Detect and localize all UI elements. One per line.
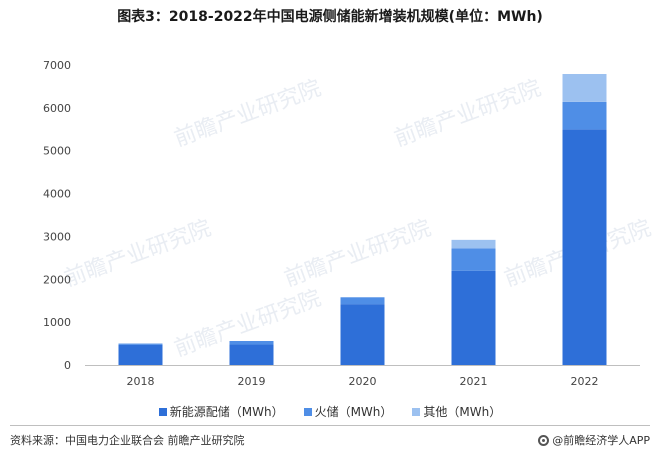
legend-swatch bbox=[412, 407, 421, 416]
bar-segment bbox=[451, 270, 496, 365]
bar-segment bbox=[118, 344, 163, 365]
legend-item-new-energy: 新能源配储（MWh） bbox=[158, 403, 284, 420]
legend-label: 其他（MWh） bbox=[423, 405, 502, 419]
bar-segment bbox=[451, 239, 496, 249]
source-note: 资料来源：中国电力企业联合会 前瞻产业研究院 bbox=[10, 434, 245, 447]
bar-segment bbox=[562, 74, 607, 102]
legend-item-other: 其他（MWh） bbox=[412, 403, 501, 420]
bar-segment bbox=[562, 101, 607, 130]
y-tick-label: 6000 bbox=[43, 102, 71, 115]
y-tick-label: 7000 bbox=[43, 59, 71, 72]
bar-segment bbox=[118, 343, 163, 345]
legend-item-thermal: 火储（MWh） bbox=[303, 403, 393, 420]
x-tick-label: 2021 bbox=[460, 375, 488, 388]
y-tick-label: 3000 bbox=[43, 230, 71, 243]
y-tick-label: 4000 bbox=[43, 188, 71, 201]
bar-segment bbox=[340, 304, 385, 365]
x-tick-label: 2018 bbox=[127, 375, 155, 388]
watermark-text: 前瞻产业研究院 bbox=[61, 216, 214, 292]
bar-segment bbox=[451, 248, 496, 271]
y-tick-label: 5000 bbox=[43, 145, 71, 158]
bar-segment bbox=[229, 341, 274, 345]
watermark-text: 前瞻产业研究院 bbox=[391, 76, 544, 152]
y-tick-label: 2000 bbox=[43, 273, 71, 286]
bar-segment bbox=[340, 297, 385, 305]
legend-label: 新能源配储（MWh） bbox=[169, 405, 284, 419]
brand-text: @前瞻经济学人APP bbox=[552, 434, 650, 447]
chart-title: 图表3：2018-2022年中国电源侧储能新增装机规模(单位：MWh) bbox=[117, 9, 543, 25]
x-tick-label: 2020 bbox=[349, 375, 377, 388]
watermark-text: 前瞻产业研究院 bbox=[171, 76, 324, 152]
brand-logo-icon bbox=[538, 434, 550, 446]
bar-segment bbox=[229, 344, 274, 365]
y-tick-label: 0 bbox=[64, 359, 71, 372]
watermark-text: 前瞻产业研究院 bbox=[281, 216, 434, 292]
footer-divider bbox=[10, 425, 650, 426]
brand-note: @前瞻经济学人APP bbox=[538, 432, 650, 448]
legend: 新能源配储（MWh） 火储（MWh） 其他（MWh） bbox=[0, 403, 660, 420]
y-tick-label: 1000 bbox=[43, 316, 71, 329]
x-tick-label: 2019 bbox=[238, 375, 266, 388]
legend-swatch bbox=[303, 407, 312, 416]
legend-swatch bbox=[158, 407, 167, 416]
legend-label: 火储（MWh） bbox=[314, 405, 393, 419]
x-tick-label: 2022 bbox=[571, 375, 599, 388]
bar-segment bbox=[562, 129, 607, 365]
